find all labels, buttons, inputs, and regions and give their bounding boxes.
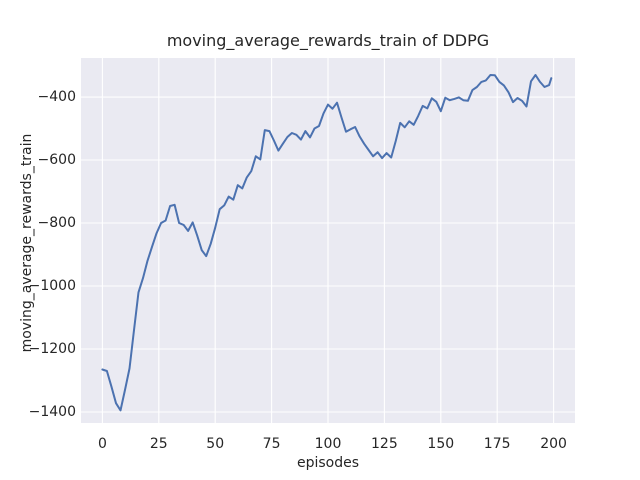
y-tick-label: −1400 — [28, 403, 76, 420]
x-tick-label: 125 — [371, 436, 398, 452]
x-tick-label: 175 — [483, 436, 511, 452]
y-tick-label: −800 — [37, 215, 76, 232]
chart-title: moving_average_rewards_train of DDPG — [166, 31, 490, 50]
y-tick-label: −1000 — [28, 278, 76, 294]
plot-area — [81, 58, 575, 423]
y-tick-label: −1200 — [28, 340, 76, 357]
data-line — [101, 74, 553, 412]
x-tick-label: 0 — [97, 436, 107, 452]
line-chart-canvas — [81, 58, 575, 423]
x-tick-label: 75 — [262, 436, 281, 452]
x-axis-label: episodes — [296, 455, 360, 471]
x-tick-label: 50 — [206, 436, 225, 452]
y-tick-label: −400 — [37, 89, 76, 106]
x-tick-label: 100 — [314, 436, 342, 452]
y-tick-label: −600 — [37, 152, 76, 169]
x-tick-label: 25 — [149, 436, 168, 452]
x-tick-label: 200 — [540, 436, 567, 452]
x-tick-label: 150 — [427, 436, 455, 452]
